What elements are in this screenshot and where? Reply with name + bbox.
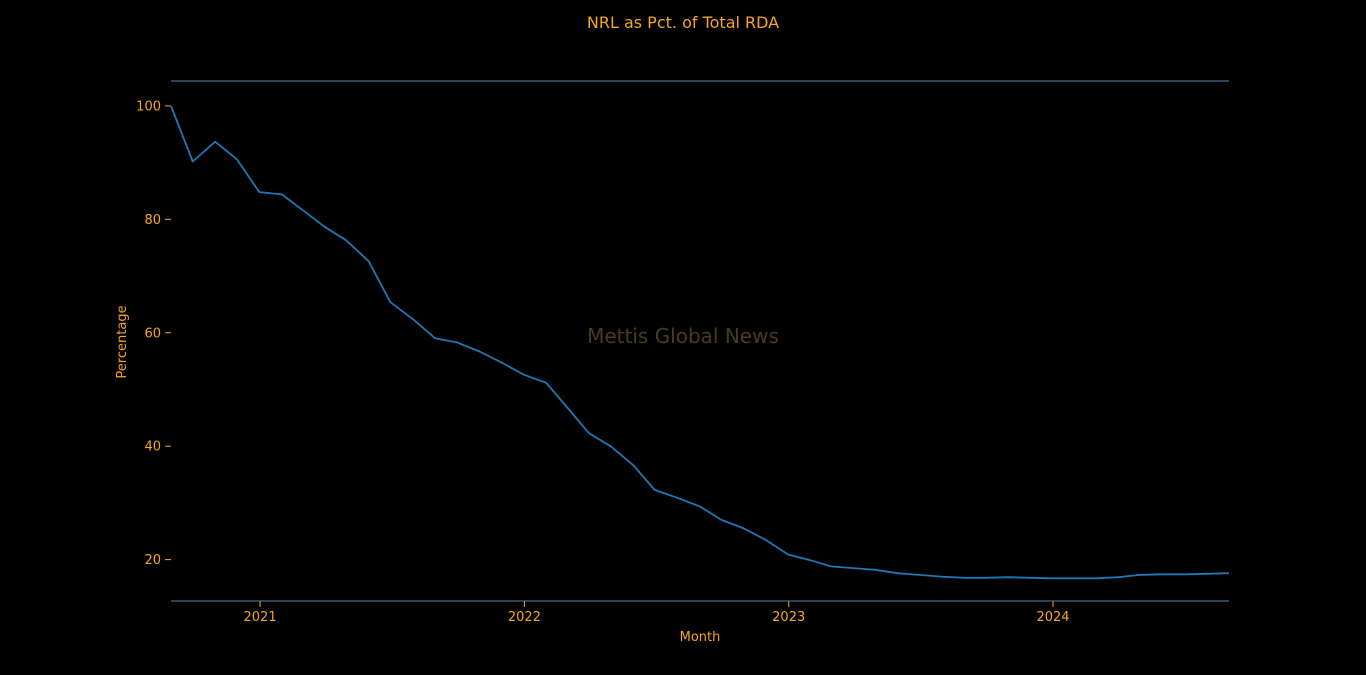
chart-title: NRL as Pct. of Total RDA (587, 13, 779, 32)
y-axis-ticks: 20 40 60 80 100 (136, 99, 171, 568)
x-axis-ticks: 2021 2022 2023 2024 (244, 601, 1070, 625)
x-tick-label: 2022 (508, 610, 541, 625)
y-tick-label: 100 (136, 99, 161, 114)
y-tick-label: 20 (144, 553, 161, 568)
x-tick-label: 2023 (772, 610, 805, 625)
series-line (170, 105, 1230, 580)
x-axis-label: Month (680, 630, 721, 645)
y-tick-label: 40 (144, 440, 161, 455)
x-tick-label: 2024 (1036, 610, 1069, 625)
x-tick-label: 2021 (244, 610, 277, 625)
y-tick-label: 80 (144, 213, 161, 228)
watermark: Mettis Global News (587, 324, 779, 348)
series-layer (170, 105, 1230, 580)
y-axis-label: Percentage (115, 305, 130, 378)
y-tick-label: 60 (144, 326, 161, 341)
